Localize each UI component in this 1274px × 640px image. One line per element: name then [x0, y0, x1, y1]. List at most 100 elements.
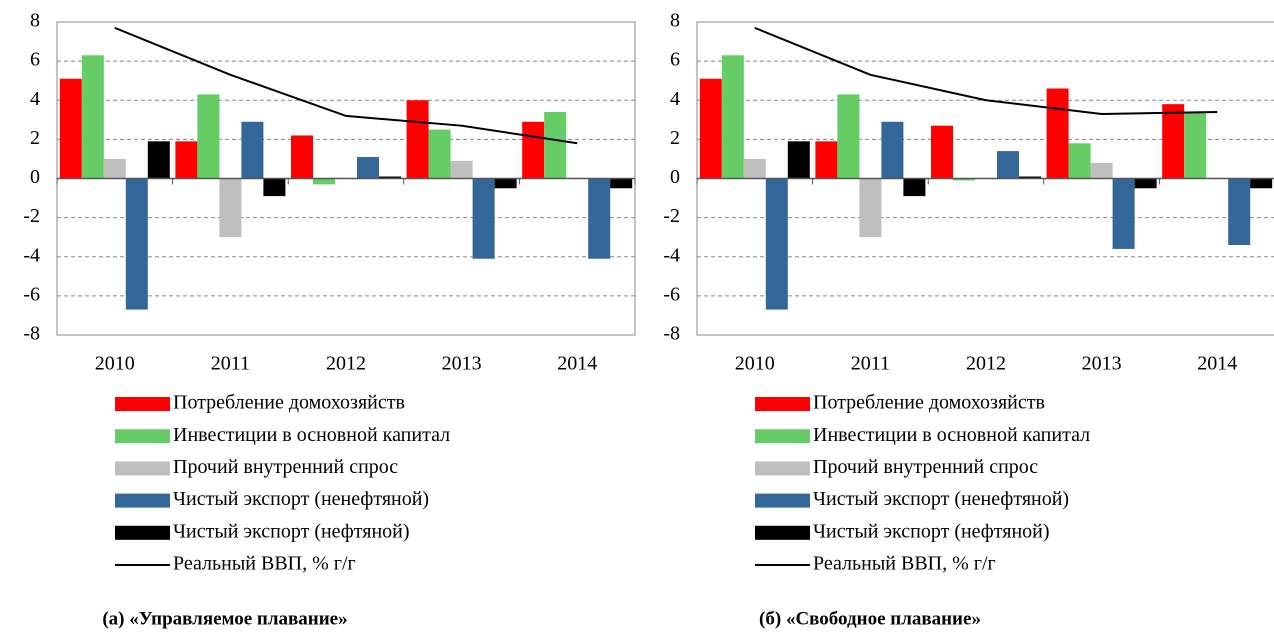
y-tick-label: -2 — [23, 205, 40, 227]
x-tick-label: 2013 — [1082, 353, 1122, 375]
y-tick-label: 4 — [30, 88, 40, 110]
bar — [406, 100, 429, 179]
bar — [721, 55, 744, 179]
y-tick-label: -4 — [663, 244, 680, 266]
bar — [881, 121, 904, 179]
bar — [699, 78, 722, 179]
x-tick-label: 2012 — [966, 353, 1006, 375]
legend-label: Прочий внутренний спрос — [173, 456, 398, 478]
bar — [357, 156, 379, 179]
bar — [1228, 178, 1251, 246]
bar — [81, 55, 104, 179]
bar — [765, 178, 788, 310]
y-tick-label: 6 — [30, 49, 40, 71]
bar — [1068, 143, 1091, 179]
legend-label: Потребление домохозяйств — [813, 392, 1045, 414]
bar — [263, 178, 286, 197]
caption: (а) «Управляемое плавание» — [102, 608, 347, 629]
bar — [1134, 178, 1157, 189]
bar — [1162, 104, 1185, 179]
bar — [241, 121, 264, 179]
legend-swatch — [115, 493, 170, 508]
bar — [1019, 176, 1041, 179]
x-tick-label: 2014 — [1197, 353, 1237, 375]
legend-swatch — [755, 429, 810, 444]
legend-swatch — [115, 397, 170, 411]
bar — [815, 141, 838, 179]
x-tick-label: 2013 — [442, 353, 482, 375]
bar — [125, 178, 148, 310]
y-tick-label: 4 — [670, 88, 680, 110]
y-tick-label: -6 — [23, 283, 40, 305]
legend-label: Чистый экспорт (нефтяной) — [813, 520, 1050, 542]
bar — [450, 160, 473, 179]
legend-swatch — [755, 461, 810, 476]
bar — [522, 121, 545, 179]
y-tick-label: -4 — [23, 244, 40, 266]
legend-label: Инвестиции в основной капитал — [813, 424, 1090, 446]
y-tick-label: 2 — [30, 127, 40, 149]
bar — [1250, 178, 1273, 189]
x-tick-label: 2011 — [211, 353, 250, 375]
y-tick-label: 0 — [30, 166, 40, 188]
bar — [743, 158, 766, 179]
legend-label: Прочий внутренний спрос — [813, 456, 1038, 478]
x-tick-label: 2010 — [735, 353, 775, 375]
bar — [1112, 178, 1135, 249]
caption: (б) «Свободное плавание» — [759, 608, 981, 629]
bar — [610, 178, 633, 189]
line — [114, 26, 578, 145]
legend-label: Чистый экспорт (нефтяной) — [173, 520, 410, 542]
y-tick-label: 8 — [670, 10, 680, 32]
bar — [313, 178, 335, 185]
bar — [175, 141, 198, 179]
bar — [544, 111, 567, 179]
bar — [1090, 162, 1113, 179]
legend-swatch — [755, 525, 810, 540]
bar — [291, 135, 313, 179]
y-tick-label: 2 — [670, 127, 680, 149]
x-tick-label: 2010 — [95, 353, 135, 375]
x-tick-label: 2014 — [557, 353, 597, 375]
legend-label: Чистый экспорт (ненефтяной) — [173, 488, 429, 510]
y-tick-label: -8 — [23, 323, 40, 345]
bar — [1184, 111, 1207, 179]
legend-label: Чистый экспорт (ненефтяной) — [813, 488, 1069, 510]
bar — [931, 125, 953, 179]
y-tick-label: 8 — [30, 10, 40, 32]
line — [754, 26, 1218, 115]
bar — [903, 178, 926, 197]
bar — [787, 141, 810, 179]
legend-label: Реальный ВВП, % г/г — [813, 553, 996, 575]
y-tick-label: 0 — [670, 166, 680, 188]
bar — [859, 178, 882, 238]
y-tick-label: -8 — [663, 323, 680, 345]
bar — [837, 94, 860, 179]
bar — [147, 141, 170, 179]
y-tick-label: 6 — [670, 49, 680, 71]
bar — [472, 178, 495, 259]
legend-swatch — [115, 525, 170, 540]
bar — [379, 176, 401, 179]
bar — [428, 129, 451, 179]
bar — [494, 178, 517, 189]
x-tick-label: 2012 — [326, 353, 366, 375]
legend-label: Реальный ВВП, % г/г — [173, 553, 356, 575]
x-tick-label: 2011 — [851, 353, 890, 375]
bar — [997, 151, 1019, 179]
legend-swatch — [755, 493, 810, 508]
bar — [197, 94, 220, 179]
legend-label: Потребление домохозяйств — [173, 392, 405, 414]
y-tick-label: -2 — [663, 205, 680, 227]
y-tick-label: -6 — [663, 283, 680, 305]
legend-swatch — [755, 397, 810, 411]
legend-swatch — [115, 461, 170, 476]
bar — [953, 178, 975, 181]
legend-label: Инвестиции в основной капитал — [173, 424, 450, 446]
bar — [103, 158, 126, 179]
bar — [59, 78, 82, 179]
bar — [1046, 88, 1069, 179]
legend-swatch — [115, 429, 170, 444]
bar — [588, 178, 611, 259]
